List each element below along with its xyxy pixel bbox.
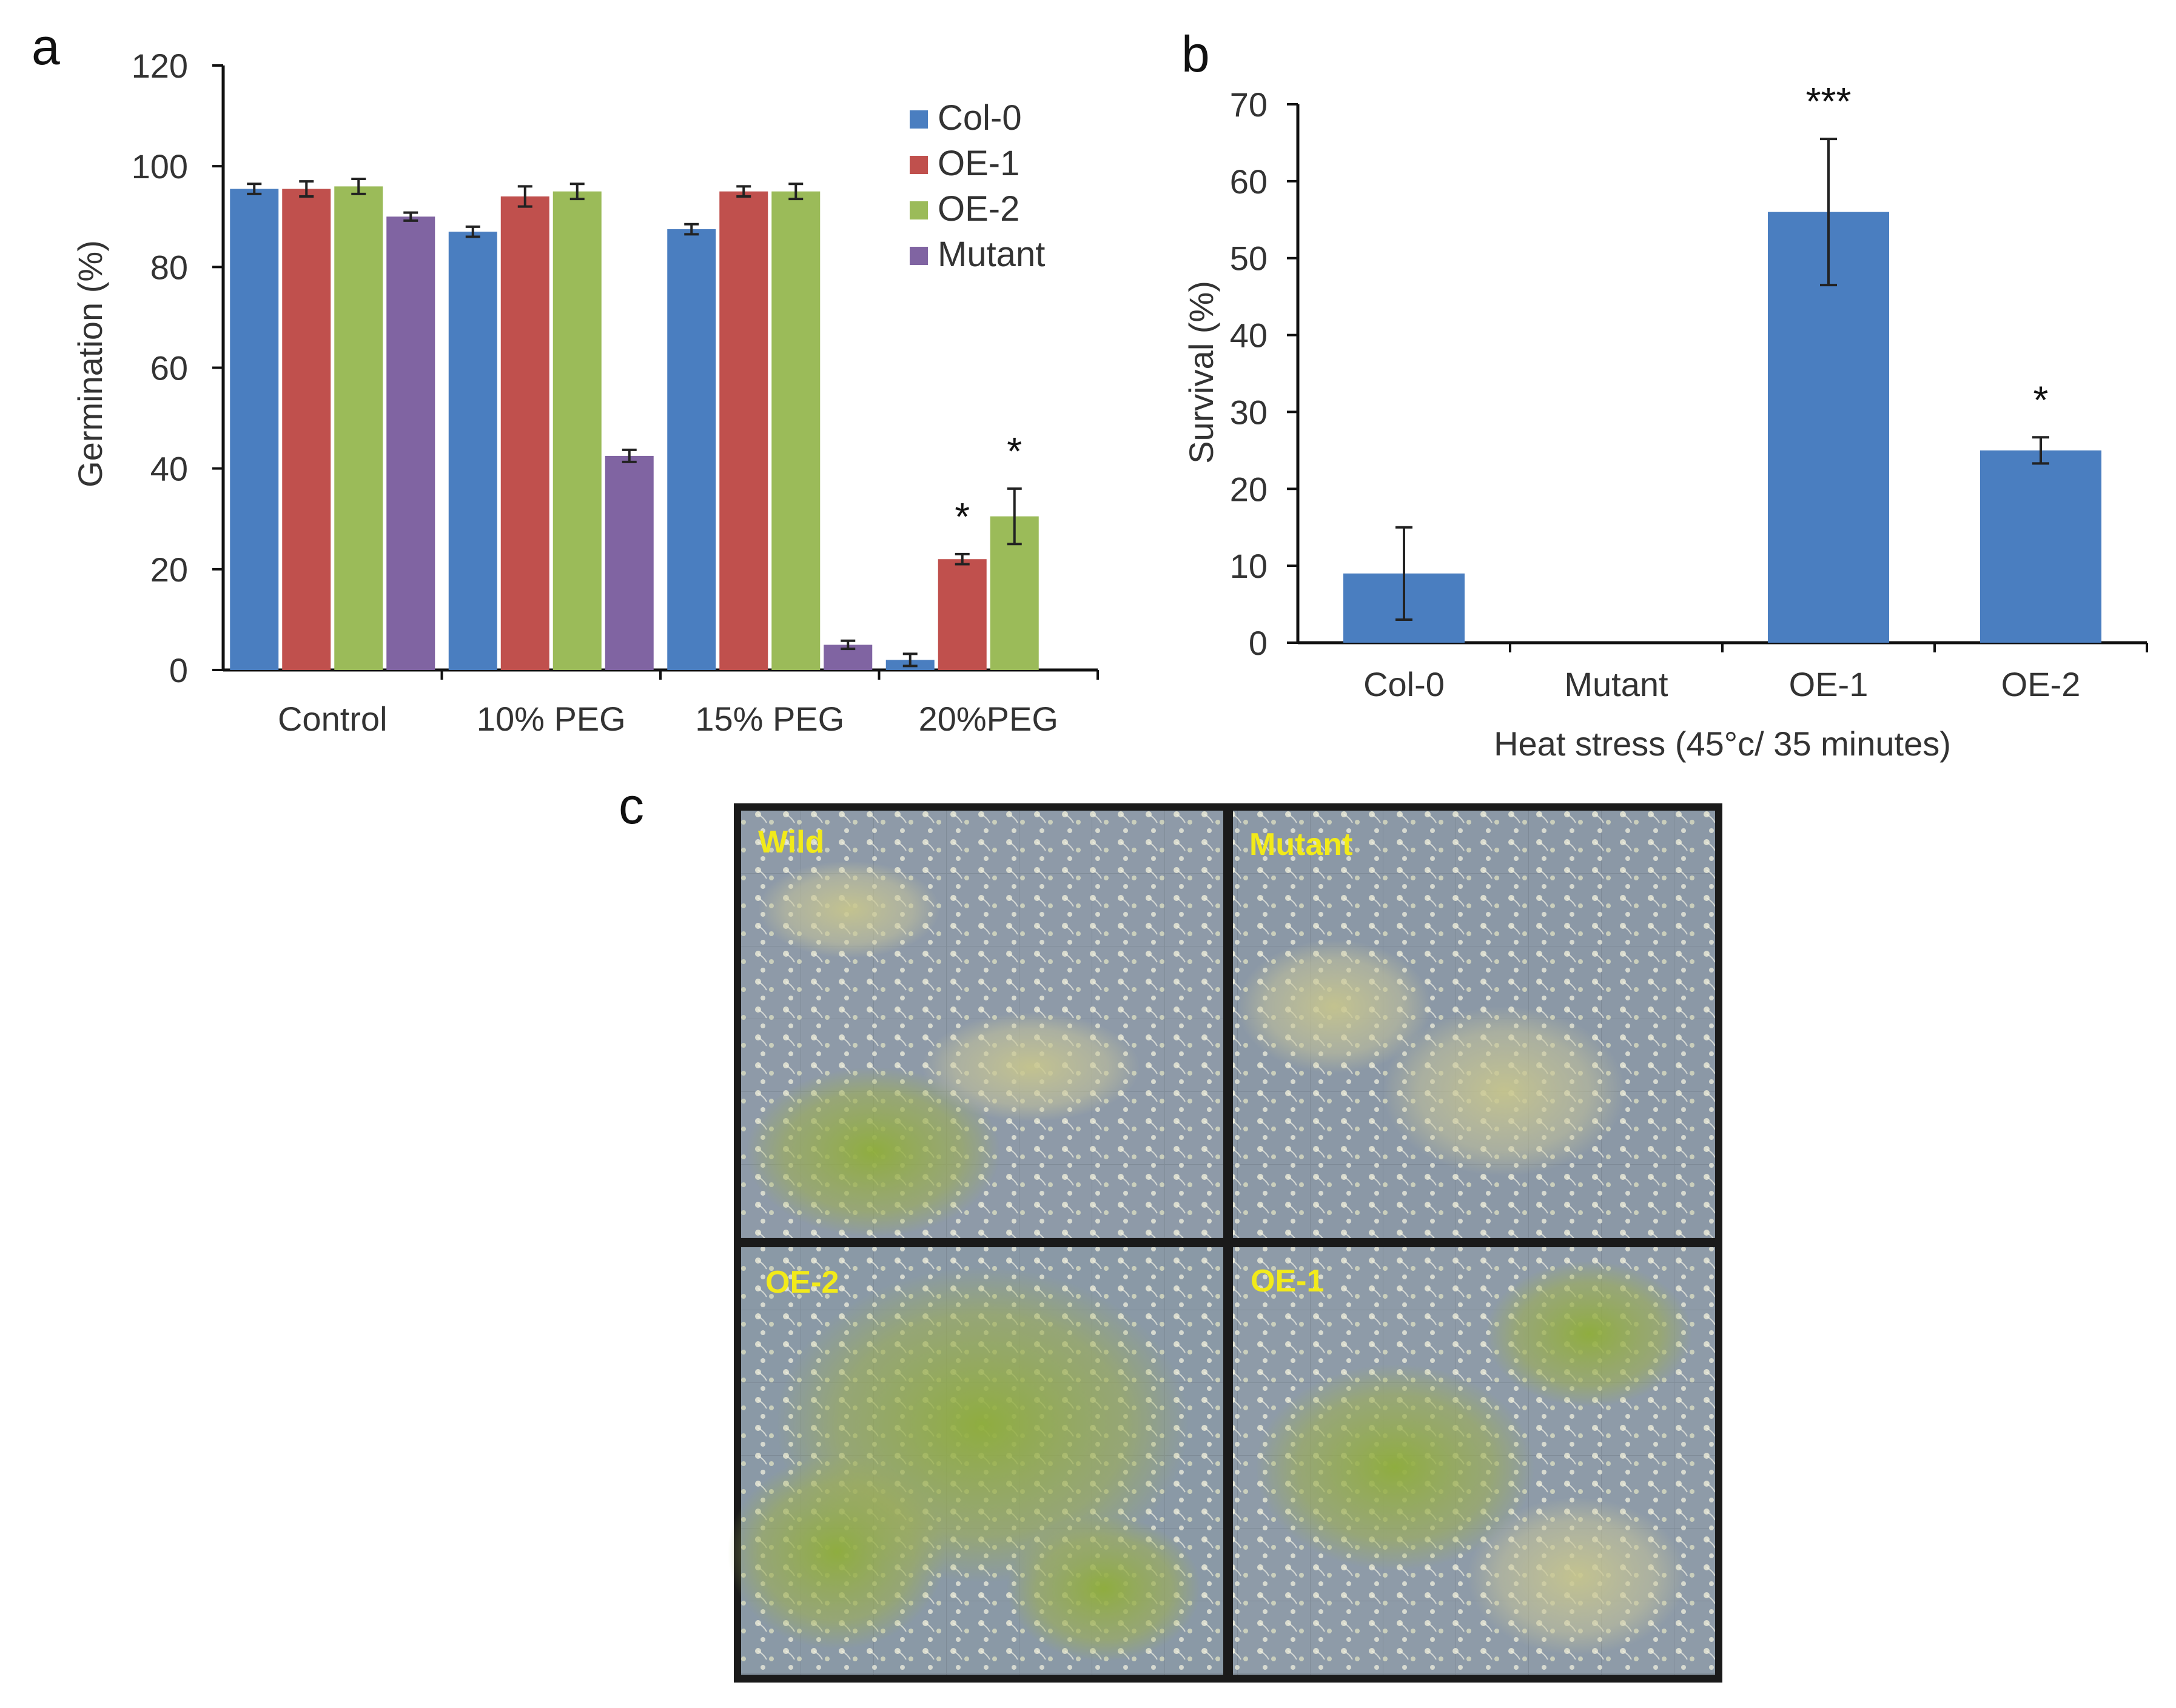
chart-b-ytick-label: 70	[1230, 85, 1268, 124]
panel-a-letter: a	[32, 18, 60, 75]
seedling-photo-grid: Wild Mutant OE-2 OE-1	[728, 803, 1722, 1683]
photo-mutant	[1233, 811, 1715, 1238]
chart-a-legend-swatch	[910, 201, 928, 219]
chart-a-significance: *	[1007, 429, 1022, 473]
chart-a-ytick-label: 20	[150, 551, 188, 589]
chart-a-ylabel: Germination (%)	[71, 240, 109, 487]
chart-b-xtick-label: Col-0	[1363, 665, 1445, 703]
chart-a-bar	[667, 229, 716, 670]
chart-b-ytick-label: 50	[1230, 239, 1268, 278]
chart-b-ytick-label: 30	[1230, 393, 1268, 431]
chart-a-bar	[552, 191, 602, 670]
chart-a-bars: **	[230, 177, 1039, 670]
photo-wild	[741, 811, 1223, 1238]
chart-b-xlabel: Heat stress (45°c/ 35 minutes)	[1494, 725, 1951, 763]
germination-chart: Germination (%) 0 20 40 60 80 100 120 Control 10…	[71, 47, 1099, 738]
chart-a-bar	[230, 189, 279, 670]
chart-b-significance: ***	[1806, 79, 1852, 123]
chart-a-ytick-label: 0	[169, 651, 188, 689]
chart-a-xtick-label: 10% PEG	[477, 700, 626, 738]
chart-a-bar	[500, 196, 549, 670]
chart-a-legend-label: OE-1	[938, 144, 1019, 183]
chart-a-legend-label: OE-2	[938, 189, 1019, 229]
chart-a-bar	[386, 216, 435, 670]
chart-b-bar	[1980, 450, 2101, 643]
chart-a-bar	[938, 559, 987, 670]
chart-a-bar	[605, 455, 654, 670]
chart-a-ytick-label: 40	[150, 450, 188, 488]
chart-a-legend-label: Mutant	[938, 235, 1045, 274]
chart-b-xtick-label: OE-2	[2001, 665, 2081, 703]
photo-oe2	[728, 1247, 1223, 1675]
chart-a-bar	[334, 186, 383, 670]
panel-c-letter: c	[619, 777, 644, 834]
chart-a-xtick-label: 15% PEG	[695, 700, 844, 738]
photo-label-oe2: OE-2	[765, 1265, 839, 1300]
photo-label-mutant: Mutant	[1249, 827, 1352, 862]
chart-a-ytick-label: 120	[132, 47, 188, 85]
chart-a-legend-swatch	[910, 156, 928, 174]
chart-a-xtick-label: 20%PEG	[919, 700, 1058, 738]
chart-a-legend: Col-0 OE-1 OE-2 Mutant	[910, 98, 1045, 274]
chart-b-ytick-label: 40	[1230, 316, 1268, 355]
chart-b-ytick-label: 0	[1249, 624, 1268, 662]
survival-chart: Survival (%) Heat stress (45°c/ 35 minut…	[1182, 79, 2148, 763]
chart-a-ytick-label: 100	[132, 147, 188, 186]
photo-label-wild: Wild	[758, 825, 824, 860]
chart-a-axes: 0 20 40 60 80 100 120 Control 10% PEG 15% PEG 20%P…	[132, 47, 1099, 738]
chart-a-ytick-label: 60	[150, 349, 188, 387]
chart-a-bar	[448, 232, 497, 670]
chart-a-legend-label: Col-0	[938, 98, 1022, 138]
chart-a-bar	[282, 189, 331, 670]
chart-b-ytick-label: 20	[1230, 470, 1268, 508]
chart-b-ytick-label: 60	[1230, 162, 1268, 201]
photo-label-oe1: OE-1	[1251, 1264, 1324, 1299]
panel-b-letter: b	[1181, 25, 1210, 82]
chart-b-xtick-label: Mutant	[1564, 665, 1668, 703]
chart-b-xtick-label: OE-1	[1789, 665, 1869, 703]
chart-a-xtick-label: Control	[278, 700, 388, 738]
chart-a-significance: *	[955, 495, 970, 538]
photo-oe1	[1233, 1247, 1715, 1675]
chart-b-significance: *	[2033, 378, 2049, 421]
chart-a-ytick-label: 80	[150, 248, 188, 286]
chart-a-bar	[719, 191, 768, 670]
chart-a-legend-swatch	[910, 247, 928, 265]
chart-b-ylabel: Survival (%)	[1182, 281, 1220, 464]
chart-a-legend-swatch	[910, 110, 928, 129]
chart-b-ytick-label: 10	[1230, 547, 1268, 585]
chart-a-bar	[771, 191, 821, 670]
chart-b-bars: ****	[1343, 79, 2101, 643]
